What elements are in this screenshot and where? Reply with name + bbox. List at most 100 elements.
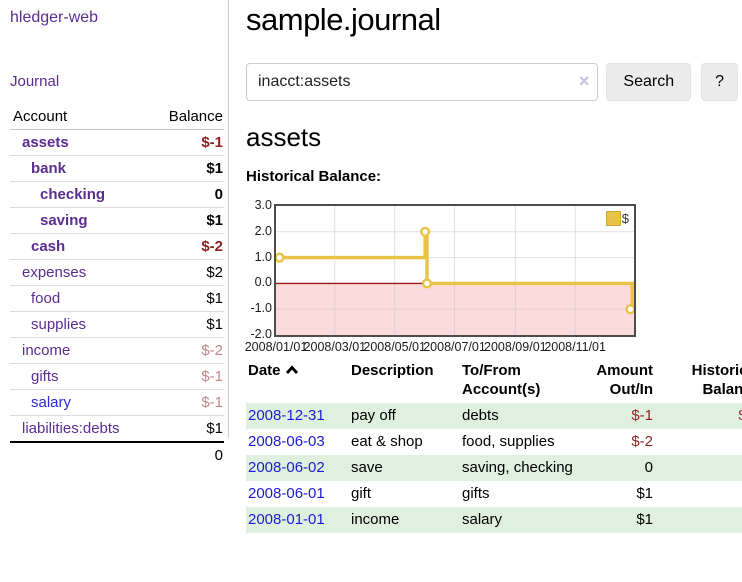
y-axis-tick-label: 0.0 bbox=[254, 275, 272, 290]
accounts-table: Account Balance assets $-1 bank $1 checking 0… bbox=[10, 105, 224, 468]
transaction-description: income bbox=[349, 507, 460, 533]
transaction-amount: $-1 bbox=[578, 403, 655, 429]
x-axis-tick-label: 2008/09/01 bbox=[484, 340, 547, 354]
account-balance: 0 bbox=[149, 181, 224, 208]
balance-chart: $ 3.0 2.0 1.0 0.0 -1.0 -2.0 2008/01/01 2008/03… bbox=[244, 194, 738, 354]
transaction-balance: $2 bbox=[655, 455, 742, 481]
account-balance: $1 bbox=[149, 311, 224, 338]
account-row: expenses $2 bbox=[10, 259, 224, 286]
account-row: bank $1 bbox=[10, 155, 224, 182]
account-link[interactable]: supplies bbox=[31, 316, 87, 333]
x-axis-tick-label: 2008/01/01 bbox=[244, 340, 308, 354]
transaction-accounts: saving, checking bbox=[460, 455, 578, 481]
account-row: assets $-1 bbox=[10, 130, 224, 156]
account-row: income $-2 bbox=[10, 337, 224, 364]
legend-swatch-icon bbox=[605, 211, 621, 226]
account-balance: $1 bbox=[149, 415, 224, 442]
account-row: supplies $1 bbox=[10, 311, 224, 338]
transaction-balance: $1 bbox=[655, 507, 742, 533]
account-balance: $-1 bbox=[149, 363, 224, 390]
transaction-date-link[interactable]: 2008-06-02 bbox=[248, 459, 325, 476]
x-axis-tick-label: 2008/03/01 bbox=[303, 340, 367, 354]
transaction-date-link[interactable]: 2008-06-01 bbox=[248, 485, 325, 502]
account-row: gifts $-1 bbox=[10, 363, 224, 390]
transaction-accounts: food, supplies bbox=[462, 433, 555, 450]
accounts-col-account: Account bbox=[10, 105, 150, 130]
transaction-accounts: gifts bbox=[462, 485, 490, 502]
account-link[interactable]: liabilities:debts bbox=[22, 420, 120, 437]
transaction-amount: 0 bbox=[578, 455, 655, 481]
account-link[interactable]: bank bbox=[31, 160, 67, 177]
transaction-amount: $-2 bbox=[631, 433, 653, 450]
account-balance: $1 bbox=[149, 207, 224, 234]
transaction-date-link[interactable]: 2008-06-03 bbox=[248, 433, 325, 450]
account-balance: $-1 bbox=[149, 389, 224, 416]
y-axis-tick-label: -2.0 bbox=[250, 327, 272, 341]
account-row: food $1 bbox=[10, 285, 224, 312]
account-link[interactable]: expenses bbox=[22, 264, 87, 281]
transaction-amount: $1 bbox=[578, 507, 655, 533]
y-axis-tick-label: 1.0 bbox=[254, 249, 272, 264]
transaction-description: eat & shop bbox=[351, 433, 423, 450]
accounts-total-row: 0 bbox=[10, 441, 224, 468]
col-header-accounts: To/From Account(s) bbox=[462, 362, 541, 398]
transaction-balance: $-1 bbox=[655, 403, 742, 429]
sort-asc-icon[interactable] bbox=[285, 365, 299, 375]
main-content: sample.journal × Search ? assets Histori… bbox=[244, 0, 742, 533]
register-table: Date Description To/From Account(s) Amou… bbox=[246, 358, 742, 533]
account-link[interactable]: assets bbox=[22, 134, 69, 151]
col-header-balance: Historical Balance bbox=[691, 362, 742, 398]
col-header-date-label: Date bbox=[248, 362, 281, 379]
chart-title: Historical Balance: bbox=[246, 168, 382, 185]
chart-plot: $ bbox=[274, 204, 636, 337]
account-balance: $2 bbox=[149, 259, 224, 286]
transaction-description: gift bbox=[351, 485, 372, 502]
help-button[interactable]: ? bbox=[701, 63, 738, 101]
account-heading: assets bbox=[246, 122, 322, 152]
app-title-link[interactable]: hledger-web bbox=[10, 9, 99, 26]
x-axis-tick-label: 2008/07/01 bbox=[423, 340, 486, 354]
register-row: 2008-06-01 gift gifts $1$2 bbox=[246, 481, 742, 507]
account-row: cash $-2 bbox=[10, 233, 224, 260]
account-link[interactable]: checking bbox=[40, 186, 106, 203]
register-row: 2008-06-03 eat & shop food, supplies $-20 bbox=[246, 429, 742, 455]
search-button[interactable]: Search bbox=[606, 63, 692, 101]
page-title: sample.journal bbox=[246, 2, 441, 37]
transaction-accounts: debts bbox=[460, 403, 578, 429]
account-row: saving $1 bbox=[10, 207, 224, 234]
account-row: liabilities:debts $1 bbox=[10, 415, 224, 442]
account-link[interactable]: food bbox=[31, 290, 61, 307]
col-header-date[interactable]: Date bbox=[246, 358, 349, 403]
accounts-total: 0 bbox=[149, 441, 224, 468]
x-axis-tick-label: 2008/05/01 bbox=[363, 340, 426, 354]
transaction-description: save bbox=[349, 455, 460, 481]
sidebar: hledger-web Journal Account Balance asse… bbox=[0, 0, 229, 468]
clear-search-icon[interactable]: × bbox=[578, 71, 590, 91]
sidebar-item-journal[interactable]: Journal bbox=[10, 73, 60, 90]
account-link[interactable]: salary bbox=[31, 394, 72, 411]
search-form: × Search ? bbox=[246, 63, 738, 101]
transaction-accounts: salary bbox=[460, 507, 578, 533]
y-axis-tick-label: 3.0 bbox=[254, 198, 272, 212]
account-link[interactable]: gifts bbox=[31, 368, 59, 385]
accounts-col-balance: Balance bbox=[149, 105, 224, 130]
transaction-description: pay off bbox=[349, 403, 460, 429]
account-link[interactable]: income bbox=[22, 342, 71, 359]
chart-legend: $ bbox=[605, 211, 629, 226]
account-balance: $1 bbox=[149, 155, 224, 182]
y-axis-tick-label: -1.0 bbox=[250, 301, 272, 316]
account-balance: $-1 bbox=[201, 134, 223, 151]
legend-label: $ bbox=[621, 211, 629, 226]
transaction-amount: $1 bbox=[636, 485, 653, 502]
col-header-amount: Amount Out/In bbox=[596, 362, 653, 398]
x-axis-tick-label: 2008/11/01 bbox=[544, 340, 606, 354]
search-input[interactable] bbox=[246, 63, 599, 101]
account-link[interactable]: saving bbox=[40, 212, 88, 229]
transaction-date-link[interactable]: 2008-01-01 bbox=[248, 511, 325, 528]
transaction-date-link[interactable]: 2008-12-31 bbox=[248, 407, 325, 424]
account-link[interactable]: cash bbox=[31, 238, 66, 255]
